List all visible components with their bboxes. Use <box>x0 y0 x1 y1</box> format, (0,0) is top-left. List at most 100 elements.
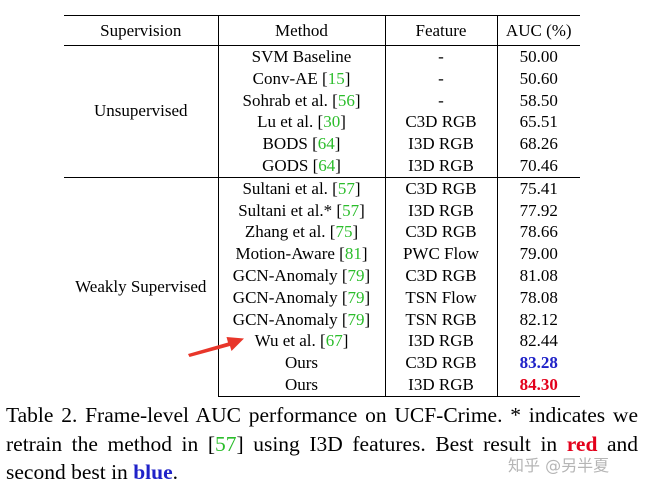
auc-cell: 65.51 <box>519 112 558 132</box>
citation-link[interactable]: 81 <box>344 244 362 264</box>
table-row: Wu et al. [67] I3D RGB 82.44 <box>64 330 580 353</box>
citation-link[interactable]: 56 <box>337 90 355 110</box>
method-name: Sohrab et al. [ <box>242 90 338 110</box>
auc-cell: 81.08 <box>519 265 558 285</box>
citation-link[interactable]: 64 <box>318 155 336 175</box>
feature-cell: - <box>385 44 498 68</box>
method-cell: Sultani et al. [57] <box>218 176 386 200</box>
table-row: Sultani et al.* [57] I3D RGB 77.92 <box>64 199 580 222</box>
method-name: Motion-Aware [ <box>235 244 345 264</box>
method-name: BODS [ <box>262 134 318 154</box>
feature-cell: I3D RGB <box>385 154 498 178</box>
table-row: Ours I3D RGB 84.30 <box>64 373 580 397</box>
table-body: Unsupervised SVM Baseline -50.00 Conv-AE [1… <box>64 44 580 397</box>
method-cell: Sultani et al.* [57] <box>218 199 386 222</box>
method-name: Ours <box>284 374 319 394</box>
method-name: SVM Baseline <box>251 47 352 66</box>
method-cell: Ours <box>218 373 386 397</box>
feature-cell: I3D RGB <box>385 133 498 155</box>
feature-cell: I3D RGB <box>385 330 498 353</box>
table-row: Unsupervised SVM Baseline -50.00 <box>64 44 580 178</box>
citation-bracket: ] <box>344 68 351 88</box>
auc-cell: 77.92 <box>519 200 558 220</box>
feature-cell: C3D RGB <box>385 264 498 287</box>
caption-text-4: . <box>172 460 178 484</box>
citation-link[interactable]: 79 <box>347 287 365 307</box>
citation-link[interactable]: 75 <box>335 222 353 242</box>
citation-link[interactable]: 64 <box>317 134 335 154</box>
auc-best-cell: 84.30 <box>497 373 580 397</box>
citation-link[interactable]: 57 <box>337 178 355 198</box>
supervision-cell: Weakly Supervised <box>64 176 219 397</box>
caption-red-word: red <box>566 431 598 456</box>
citation-link[interactable]: 57 <box>342 200 360 220</box>
feature-cell: TSN Flow <box>385 286 498 309</box>
watermark: 知乎 @另半夏 <box>508 456 610 475</box>
method-name: Zhang et al. [ <box>244 222 336 242</box>
table-caption: Table 2. Frame-level AUC performance on … <box>6 401 638 487</box>
method-name: Conv-AE [ <box>252 68 328 88</box>
method-name: Lu et al. [ <box>257 112 324 132</box>
table-row: GCN-Anomaly [79] TSN Flow 78.08 <box>64 286 580 309</box>
citation-bracket: ] <box>334 134 341 154</box>
method-cell: BODS [64] <box>218 133 386 155</box>
table-row: Ours C3D RGB 83.28 <box>64 352 580 374</box>
method-cell: Motion-Aware [81] <box>218 243 386 265</box>
results-table: Supervision Method Feature AUC (%) Unsup… <box>64 15 580 397</box>
header-method: Method <box>218 15 386 46</box>
citation-bracket: ] <box>354 90 361 110</box>
feature-cell: PWC Flow <box>385 243 498 265</box>
method-name: Sultani et al.* [ <box>238 200 343 220</box>
table-row: GCN-Anomaly [79] TSN RGB 82.12 <box>64 308 580 331</box>
caption-text-1: Table 2. Frame-level AUC performance on … <box>6 403 638 456</box>
supervision-cell: Unsupervised <box>64 45 219 178</box>
caption-citation[interactable]: 57 <box>215 431 237 456</box>
auc-cell: 82.44 <box>519 331 558 351</box>
feature-cell: C3D RGB <box>385 352 498 374</box>
citation-bracket: ] <box>354 178 361 198</box>
auc-cell: 70.46 <box>519 155 558 175</box>
table-row: GCN-Anomaly [79] C3D RGB 81.08 <box>64 264 580 287</box>
red-arrow-icon <box>188 337 244 357</box>
citation-link[interactable]: 79 <box>347 265 365 285</box>
citation-bracket: ] <box>364 287 371 307</box>
auc-cell: 75.41 <box>497 176 580 200</box>
feature-cell: C3D RGB <box>385 176 498 200</box>
auc-cell: 58.50 <box>519 90 558 110</box>
method-cell: Wu et al. [67] <box>218 330 386 353</box>
method-name: Ours <box>284 353 319 373</box>
method-cell: GCN-Anomaly [79] <box>218 264 386 287</box>
header-auc: AUC (%) <box>497 15 580 46</box>
method-name: Sultani et al. [ <box>242 178 338 198</box>
citation-bracket: ] <box>361 244 368 264</box>
table-row: Lu et al. [30] C3D RGB 65.51 <box>64 111 580 134</box>
auc-second-cell: 83.28 <box>519 353 558 373</box>
method-name: GCN-Anomaly [ <box>232 265 348 285</box>
method-name: GODS [ <box>262 155 319 175</box>
citation-bracket: ] <box>335 155 341 175</box>
method-cell: SVM Baseline <box>218 44 386 68</box>
table-row: Conv-AE [15] -50.60 <box>64 67 580 90</box>
auc-cell: 68.26 <box>519 134 558 154</box>
auc-cell: 78.66 <box>519 222 558 242</box>
citation-bracket: ] <box>352 222 359 242</box>
citation-bracket: ] <box>359 200 365 220</box>
citation-link[interactable]: 15 <box>327 68 345 88</box>
feature-cell: C3D RGB <box>385 221 498 244</box>
citation-link[interactable]: 79 <box>347 309 365 329</box>
header-feature: Feature <box>385 15 498 46</box>
citation-link[interactable]: 67 <box>325 331 343 351</box>
auc-cell: 82.12 <box>519 309 558 329</box>
table-row: Sohrab et al. [56] - 58.50 <box>64 89 580 112</box>
feature-cell: - <box>385 89 498 112</box>
method-name: GCN-Anomaly [ <box>232 287 348 307</box>
caption-text-3: and second best in <box>6 431 639 485</box>
auc-cell: 79.00 <box>519 244 558 264</box>
caption-blue-word: blue <box>133 460 173 484</box>
table-row: GODS [64] I3D RGB 70.46 <box>64 154 580 178</box>
method-cell: Lu et al. [30] <box>218 111 386 134</box>
citation-link[interactable]: 30 <box>323 112 341 132</box>
table-row: BODS [64] I3D RGB 68.26 <box>64 133 580 155</box>
method-cell: Conv-AE [15] <box>218 67 386 90</box>
feature-cell: I3D RGB <box>385 373 498 397</box>
